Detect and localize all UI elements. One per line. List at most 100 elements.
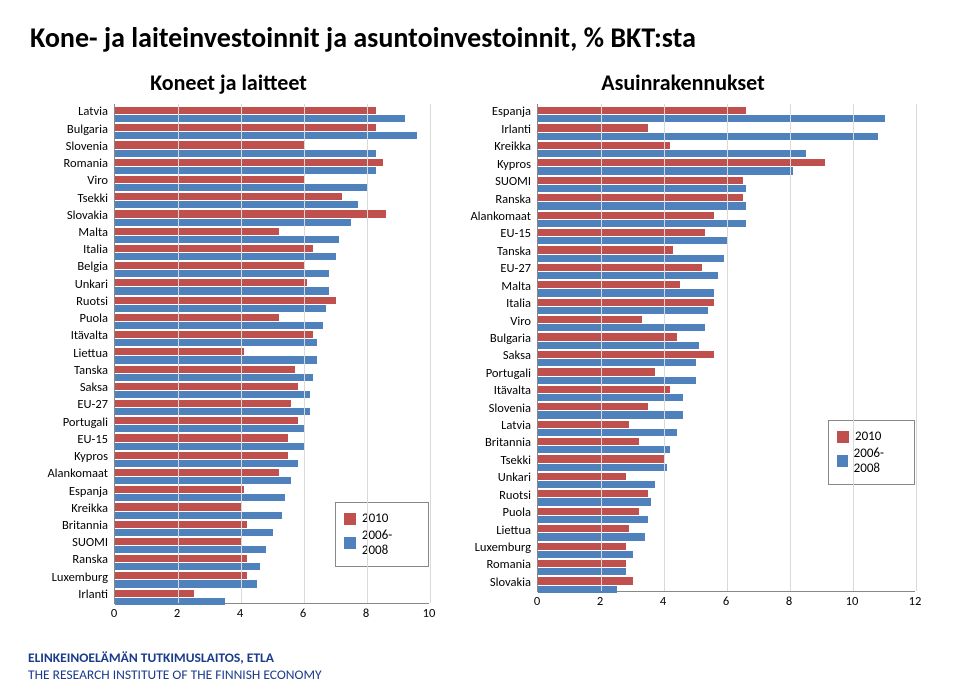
category-label: EU-15 (451, 226, 537, 243)
bar (115, 434, 288, 441)
bar (538, 394, 683, 401)
category-label: Unkari (451, 470, 537, 487)
category-label: Britannia (451, 435, 537, 452)
category-label: Luxemburg (451, 540, 537, 557)
bar (538, 498, 651, 505)
bar (538, 220, 746, 227)
category-label: Irlanti (28, 587, 114, 604)
bar (538, 438, 639, 445)
category-label: SUOMI (28, 535, 114, 552)
category-label: Italia (451, 296, 537, 313)
legend-label: 2010 (855, 429, 881, 444)
category-label: EU-27 (451, 261, 537, 278)
bar (115, 374, 313, 381)
bar-group (115, 244, 429, 261)
bar (115, 443, 304, 450)
bar (115, 322, 323, 329)
legend-swatch (344, 513, 356, 525)
chart-left-plot: 20102006-2008 (114, 104, 429, 604)
category-label: EU-15 (28, 431, 114, 448)
category-label: Alankomaat (28, 466, 114, 483)
bar (115, 460, 298, 467)
bar (115, 512, 282, 519)
bar (538, 359, 696, 366)
category-label: Slovenia (451, 400, 537, 417)
category-label: Kreikka (28, 500, 114, 517)
bar (538, 167, 793, 174)
bar (538, 194, 743, 201)
bar (115, 590, 194, 597)
bar (115, 253, 336, 260)
category-label: Malta (28, 225, 114, 242)
category-label: Saksa (28, 380, 114, 397)
bar-group (115, 451, 429, 468)
bar (115, 383, 298, 390)
bar-group (115, 140, 429, 157)
bar (538, 560, 626, 567)
category-label: Kreikka (451, 139, 537, 156)
axis-tick: 10 (846, 594, 859, 609)
bar (538, 473, 626, 480)
bar (538, 429, 677, 436)
axis-tick: 2 (174, 606, 180, 621)
chart-left-axis: 0246810 (114, 604, 429, 622)
chart-left-categories: LatviaBulgariaSloveniaRomaniaViroTsekkiS… (28, 104, 114, 604)
category-label: Tanska (28, 363, 114, 380)
bar (115, 555, 247, 562)
bar (538, 508, 639, 515)
category-label: Liettua (451, 522, 537, 539)
footer-line2: THE RESEARCH INSTITUTE OF THE FINNISH EC… (28, 666, 322, 683)
category-label: Itävalta (451, 383, 537, 400)
bar (538, 324, 705, 331)
bar (538, 107, 746, 114)
bar (115, 287, 329, 294)
bar (115, 400, 291, 407)
bar (115, 270, 329, 277)
bar (115, 331, 313, 338)
category-label: Ruotsi (28, 294, 114, 311)
bar (538, 133, 878, 140)
bar (115, 305, 326, 312)
category-label: Kypros (28, 449, 114, 466)
bar (538, 421, 629, 428)
bar (115, 425, 304, 432)
bar (538, 185, 746, 192)
category-label: Romania (28, 156, 114, 173)
bar (115, 572, 247, 579)
bar (538, 411, 683, 418)
category-label: Tsekki (28, 190, 114, 207)
category-label: Puola (451, 505, 537, 522)
bar (538, 533, 645, 540)
category-label: Luxemburg (28, 569, 114, 586)
category-label: Unkari (28, 276, 114, 293)
bar (115, 417, 298, 424)
bar-group (115, 313, 429, 330)
bar (115, 262, 304, 269)
category-label: SUOMI (451, 174, 537, 191)
bar (115, 132, 417, 139)
bar (115, 150, 376, 157)
bar (115, 107, 376, 114)
chart-right-legend: 2010 2006-2008 (828, 420, 915, 485)
bar (538, 202, 746, 209)
bar (115, 228, 279, 235)
page-title: Kone- ja laiteinvestoinnit ja asuntoinve… (30, 20, 940, 55)
bar (115, 356, 317, 363)
category-label: Portugali (451, 365, 537, 382)
bar (538, 551, 633, 558)
legend-row: 2006-2008 (837, 446, 904, 476)
bar (538, 377, 696, 384)
bar (115, 167, 376, 174)
legend-label: 2006-2008 (854, 446, 904, 476)
axis-tick: 0 (111, 606, 117, 621)
bar-group (115, 571, 429, 588)
axis-tick: 12 (909, 594, 922, 609)
category-label: Britannia (28, 518, 114, 535)
category-label: Belgia (28, 259, 114, 276)
bar-group (115, 192, 429, 209)
bar (115, 159, 383, 166)
bar (538, 150, 806, 157)
bar-group (115, 382, 429, 399)
legend-label: 2010 (362, 511, 388, 526)
bar (115, 210, 386, 217)
